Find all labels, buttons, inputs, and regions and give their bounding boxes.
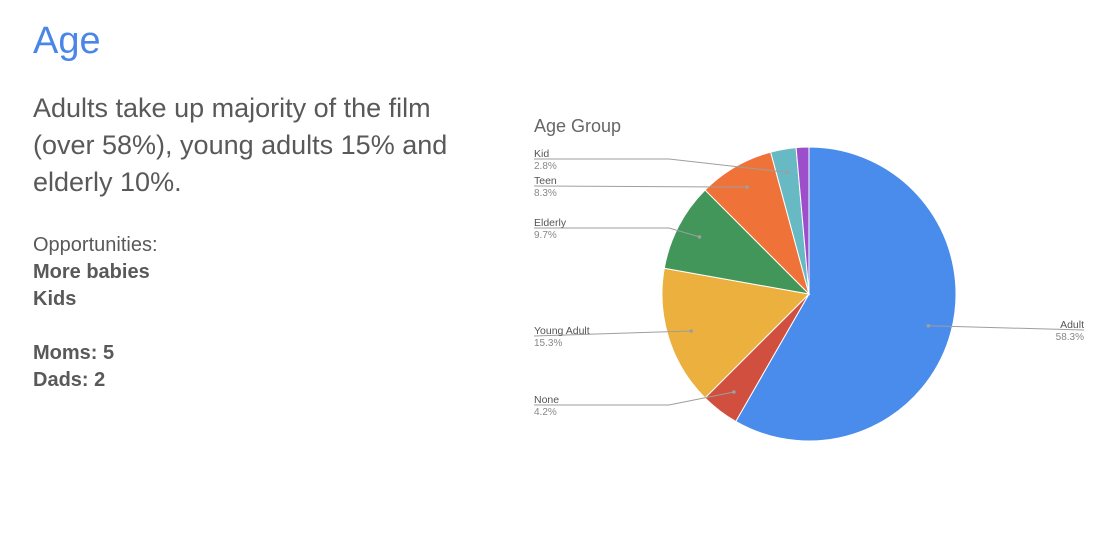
slice-label: Kid [534,148,549,160]
leader-dot [732,390,736,394]
summary-text: Adults take up majority of the film (ove… [33,93,448,197]
leader-line [534,158,788,173]
slice-label: Teen [534,175,557,187]
slice-label: Elderly [534,217,567,229]
pie-slice-elderly [663,189,811,295]
slice-percent: 4.2% [534,407,557,418]
chart-title: Age Group [534,116,621,136]
leader-dot [689,329,693,333]
pie-slice-other [795,146,810,295]
slice-percent: 8.3% [534,188,557,199]
leader-line [928,325,1085,331]
slice-percent: 9.7% [534,230,557,241]
slice-label: Adult [1060,319,1084,331]
leader-line [533,185,748,188]
slice-label: Young Adult [534,325,590,337]
pie-slice-young-adult [661,267,811,399]
leader-line [534,391,734,406]
slice-percent: 15.3% [534,338,562,349]
pie-slices [661,146,957,442]
count-item: Moms: 5 [33,342,115,364]
slice-percent: 2.8% [534,161,557,172]
opportunities-label: Opportunities: [33,234,158,256]
count-item: Dads: 2 [33,369,106,391]
leader-line [534,227,700,238]
opportunity-item: More babies [33,261,150,283]
slice-percent: 58.3% [1056,332,1084,343]
slice-label: None [534,394,559,406]
opportunity-item: Kids [33,288,77,310]
opportunities-block: Opportunities: More babies Kids Moms: 5 … [33,232,333,394]
slide-title: Age [33,20,101,62]
leader-line [533,330,692,337]
pie-slice-adult [735,146,957,442]
leader-dot [926,324,931,328]
leader-dot [785,170,790,175]
